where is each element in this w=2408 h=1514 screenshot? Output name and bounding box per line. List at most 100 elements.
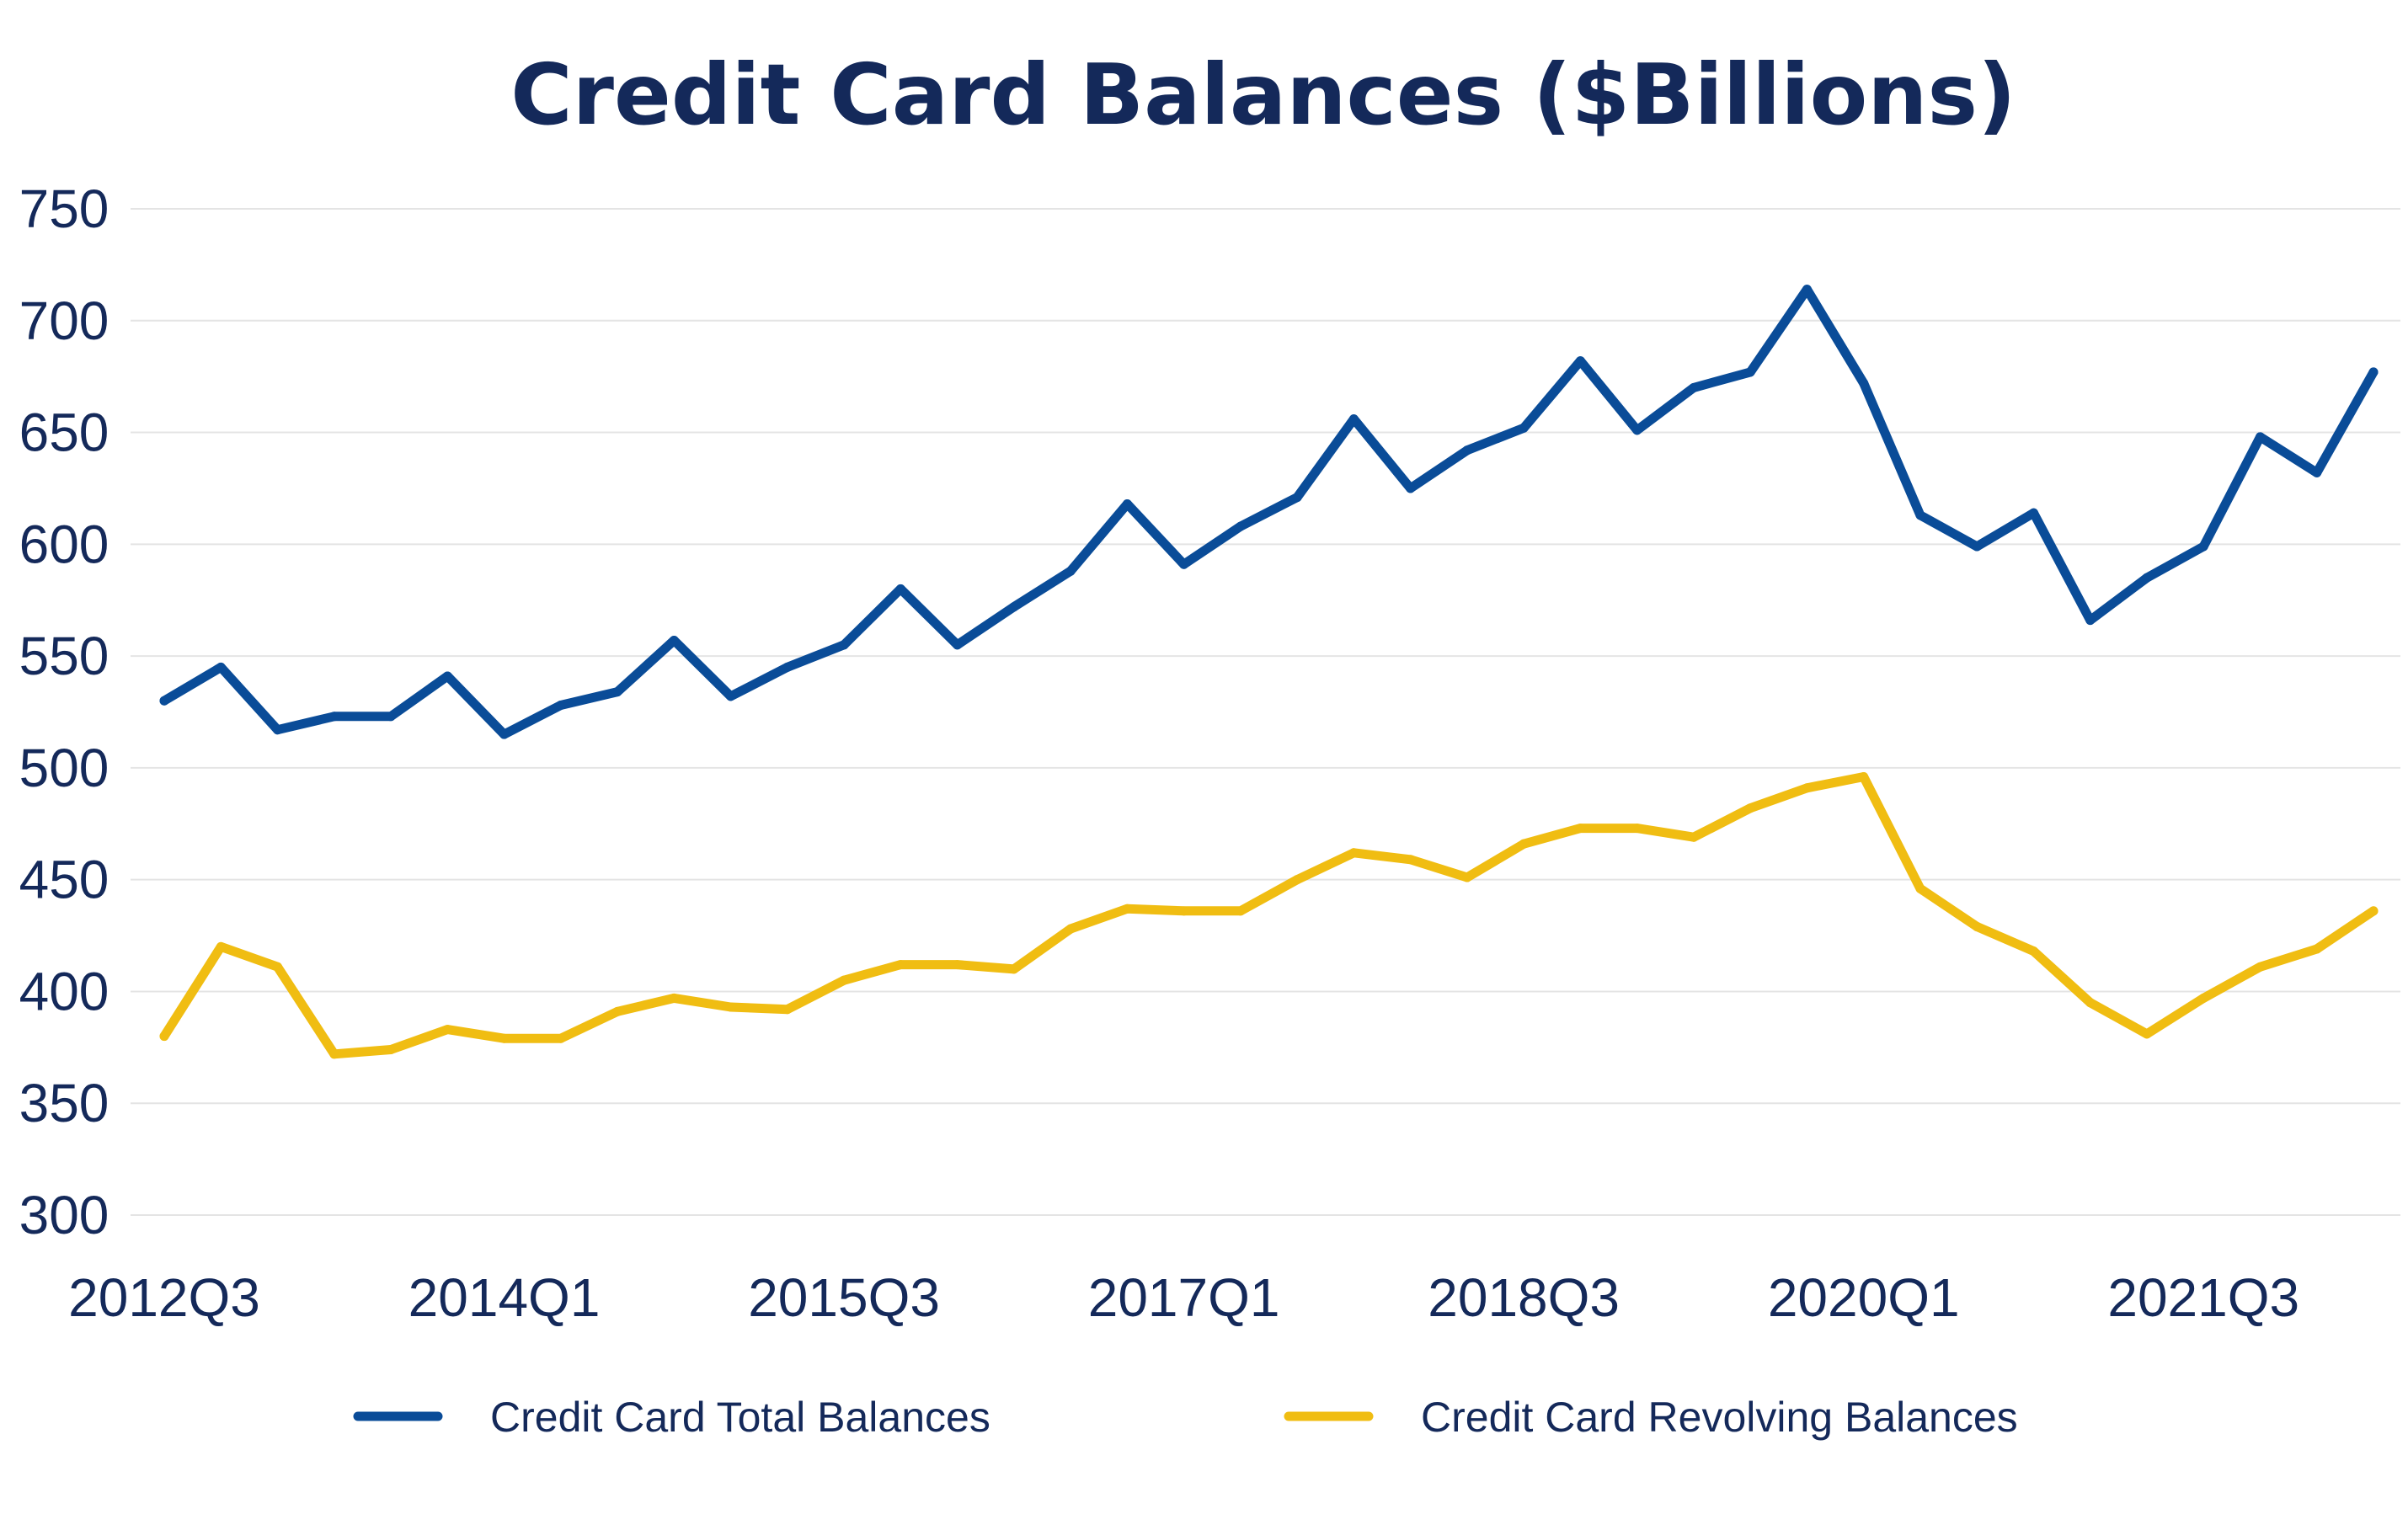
- data-point: [612, 687, 622, 697]
- y-axis-ticks: 750 700 650 600 550 500 450 400 350 300: [19, 179, 109, 1245]
- data-point: [895, 584, 905, 594]
- legend-label: Credit Card Revolving Balances: [1421, 1394, 2018, 1441]
- data-point: [1519, 423, 1529, 433]
- data-point: [216, 941, 226, 952]
- y-tick-label: 650: [19, 402, 109, 463]
- data-point: [2028, 508, 2038, 518]
- data-point: [2255, 432, 2265, 442]
- data-point: [1462, 872, 1472, 882]
- data-point: [442, 671, 452, 681]
- x-tick-label: 2020Q1: [1768, 1267, 1960, 1328]
- data-point: [1292, 493, 1302, 503]
- data-point: [1632, 425, 1642, 435]
- data-point: [1859, 772, 1869, 782]
- data-point: [1462, 445, 1472, 456]
- y-tick-label: 600: [19, 514, 109, 574]
- legend-item: Credit Card Total Balances: [353, 1394, 990, 1441]
- data-point: [612, 1006, 622, 1016]
- data-point: [895, 960, 905, 970]
- data-point: [726, 691, 736, 701]
- data-point: [273, 962, 283, 972]
- data-point: [1859, 378, 1869, 388]
- data-point: [1915, 510, 1925, 520]
- data-point: [839, 975, 849, 985]
- series-lines: [159, 285, 2379, 1059]
- data-point: [2255, 962, 2265, 972]
- data-point: [669, 636, 679, 646]
- data-point: [2312, 944, 2322, 954]
- data-point: [2368, 906, 2379, 916]
- series-revolving-balances: [159, 772, 2379, 1059]
- data-point: [499, 1033, 510, 1043]
- data-point: [1236, 906, 1246, 916]
- y-tick-label: 550: [19, 626, 109, 686]
- legend-item: Credit Card Revolving Balances: [1284, 1394, 2018, 1441]
- data-point: [1689, 382, 1699, 392]
- x-tick-label: 2018Q3: [1428, 1267, 1620, 1328]
- data-point: [499, 729, 510, 739]
- data-point: [159, 696, 169, 706]
- data-point: [1915, 883, 1925, 893]
- data-point: [2198, 993, 2208, 1003]
- y-tick-label: 500: [19, 738, 109, 798]
- data-point: [1406, 855, 1416, 865]
- y-tick-label: 300: [19, 1185, 109, 1245]
- data-point: [1689, 832, 1699, 842]
- data-point: [1065, 566, 1076, 576]
- data-point: [1009, 602, 1019, 612]
- data-point: [1575, 356, 1585, 366]
- x-tick-label: 2017Q1: [1088, 1267, 1280, 1328]
- data-point: [1009, 964, 1019, 974]
- data-point: [1802, 285, 1812, 295]
- data-point: [1348, 414, 1359, 424]
- x-axis-ticks: 2012Q3 2014Q1 2015Q3 2017Q1 2018Q3 2020Q1 2021…: [68, 1267, 2299, 1328]
- data-point: [1406, 483, 1416, 493]
- legend-label: Credit Card Total Balances: [490, 1394, 990, 1441]
- data-point: [2142, 573, 2152, 583]
- x-tick-label: 2014Q1: [408, 1267, 601, 1328]
- y-tick-label: 350: [19, 1073, 109, 1133]
- data-point: [1575, 824, 1585, 834]
- data-point: [1292, 875, 1302, 885]
- data-point: [2085, 998, 2096, 1008]
- data-point: [1632, 824, 1642, 834]
- data-point: [1179, 559, 1189, 569]
- data-point: [1236, 521, 1246, 531]
- legend: Credit Card Total Balances Credit Card Re…: [353, 1394, 2018, 1441]
- series-total-balances: [159, 285, 2379, 739]
- data-point: [1519, 839, 1529, 849]
- data-point: [1802, 783, 1812, 793]
- data-point: [386, 712, 396, 722]
- x-tick-label: 2021Q3: [2107, 1267, 2299, 1328]
- gridlines: [131, 208, 2400, 1216]
- data-point: [1122, 904, 1132, 914]
- data-point: [2312, 467, 2322, 477]
- data-point: [1122, 499, 1132, 509]
- data-point: [556, 701, 566, 711]
- data-point: [1179, 906, 1189, 916]
- y-tick-label: 700: [19, 291, 109, 351]
- series-line: [159, 285, 2379, 739]
- data-point: [1745, 367, 1755, 377]
- y-tick-label: 400: [19, 961, 109, 1021]
- data-point: [953, 640, 963, 650]
- data-point: [782, 1005, 793, 1015]
- x-tick-label: 2012Q3: [68, 1267, 260, 1328]
- data-point: [1745, 803, 1755, 813]
- data-point: [329, 1049, 339, 1059]
- data-point: [1972, 921, 1982, 931]
- data-point: [782, 662, 793, 672]
- data-point: [726, 1002, 736, 1012]
- data-point: [2198, 541, 2208, 552]
- data-point: [1972, 541, 1982, 552]
- data-point: [1348, 848, 1359, 858]
- data-point: [273, 725, 283, 735]
- series-line: [159, 772, 2379, 1059]
- data-point: [442, 1025, 452, 1035]
- y-tick-label: 750: [19, 179, 109, 239]
- data-point: [2368, 367, 2379, 377]
- data-point: [2142, 1029, 2152, 1039]
- data-point: [329, 712, 339, 722]
- data-point: [953, 960, 963, 970]
